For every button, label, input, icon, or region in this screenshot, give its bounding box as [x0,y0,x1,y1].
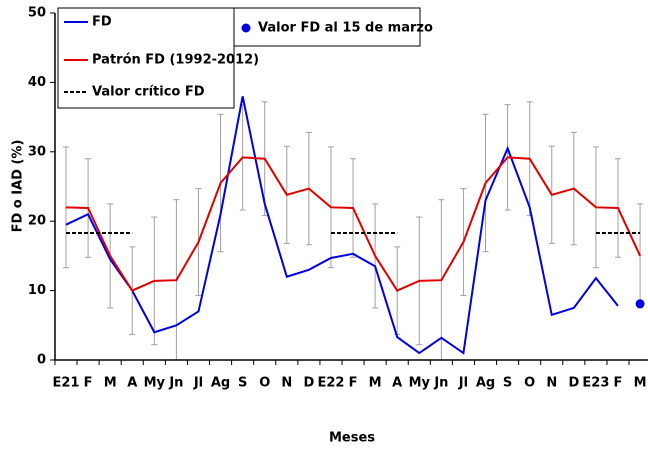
x-tick-label: Ag [211,376,230,391]
y-tick-label: 40 [28,75,46,90]
x-tick-label: E22 [317,376,344,391]
legend-label: Valor FD al 15 de marzo [258,21,433,36]
x-tick-label: D [568,376,579,391]
y-tick-label: 0 [37,353,46,368]
legend-label: Patrón FD (1992-2012) [92,53,259,68]
x-tick-label: A [127,376,137,391]
x-tick-label: Jn [168,376,183,391]
x-tick-label: Jl [458,376,468,391]
x-tick-label: E21 [53,376,80,391]
y-tick-label: 30 [28,144,46,159]
x-tick-label: A [392,376,402,391]
x-tick-label: My [144,376,166,391]
y-tick-label: 20 [28,214,46,229]
y-tick-label: 50 [28,6,46,21]
y-axis-label: FD o IAD (%) [11,140,26,233]
x-tick-label: M [104,376,117,391]
x-tick-label: E23 [582,376,609,391]
x-tick-label: M [634,376,647,391]
x-tick-label: My [409,376,431,391]
x-axis-label: Meses [329,431,375,446]
line [65,156,641,292]
legend-label: FD [92,15,112,30]
x-tick-label: F [84,376,93,391]
x-tick-label: S [503,376,512,391]
x-tick-label: N [281,376,292,391]
x-tick-label: Jl [193,376,203,391]
x-tick-label: Ag [476,376,495,391]
x-tick-label: N [546,376,557,391]
plot-area [63,96,645,360]
x-tick-label: F [349,376,358,391]
x-tick-label: S [238,376,247,391]
x-tick-label: M [369,376,382,391]
legend-label: Valor crítico FD [92,85,205,100]
x-tick-label: O [524,376,535,391]
y-tick-label: 10 [28,283,46,298]
x-tick-label: F [614,376,623,391]
x-tick-label: D [303,376,314,391]
x-tick-label: O [259,376,270,391]
legend-box [233,7,421,47]
x-tick-label: Jn [433,376,448,391]
legend-box [57,7,235,109]
legend-marker [241,23,251,33]
line [65,96,619,355]
marker [635,299,645,309]
